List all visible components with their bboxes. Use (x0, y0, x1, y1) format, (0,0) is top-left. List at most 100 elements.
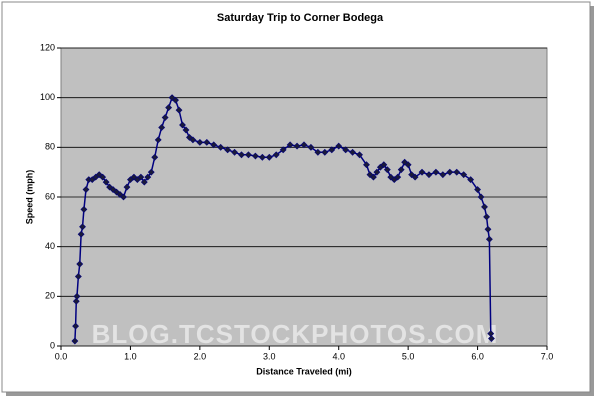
marker (474, 186, 481, 193)
watermark: BLOG.TCSTOCKPHOTOS.COM (92, 319, 499, 349)
marker (483, 213, 491, 221)
marker (258, 153, 266, 161)
marker (328, 146, 336, 154)
marker (286, 141, 294, 149)
marker (363, 161, 370, 169)
marker (397, 166, 405, 174)
marker (116, 191, 124, 198)
marker (210, 141, 218, 149)
marker (179, 121, 186, 129)
marker (106, 183, 114, 191)
marker (411, 173, 419, 181)
marker (446, 168, 454, 176)
marker (265, 153, 273, 161)
marker (383, 166, 391, 174)
marker (165, 104, 173, 112)
marker (481, 203, 488, 211)
marker (79, 223, 86, 231)
marker (137, 173, 145, 181)
y-tick-label: 20 (45, 291, 55, 301)
y-tick-label: 80 (45, 142, 55, 152)
marker (71, 337, 79, 345)
plot: 0 20 40 60 80 100 120 0.0 1.0 2.0 3.0 4.0 5.0 6.0 7.0 B… (40, 42, 553, 361)
marker (425, 171, 433, 179)
marker (147, 168, 155, 176)
marker (272, 151, 280, 159)
x-tick-label: 1.0 (124, 351, 137, 361)
x-tick-label: 4.0 (332, 351, 345, 361)
marker (158, 124, 166, 131)
marker (231, 148, 238, 156)
marker (95, 171, 103, 179)
marker (394, 173, 402, 181)
marker (123, 183, 131, 191)
marker (307, 143, 315, 151)
marker (279, 146, 287, 154)
marker (73, 292, 81, 300)
marker (373, 168, 381, 176)
marker (72, 297, 80, 305)
marker (189, 136, 197, 144)
marker (76, 260, 84, 268)
marker (245, 151, 252, 159)
marker (356, 151, 363, 159)
y-tick-label: 0 (50, 340, 55, 350)
marker (217, 143, 225, 151)
x-tick-label: 6.0 (471, 351, 484, 361)
marker (140, 178, 148, 186)
x-tick-label: 2.0 (194, 351, 207, 361)
marker (182, 126, 190, 134)
marker (224, 146, 232, 154)
x-axis-label: Distance Traveled (mi) (256, 366, 352, 376)
marker (484, 225, 492, 233)
marker (477, 193, 485, 201)
marker (186, 133, 193, 141)
marker (172, 96, 179, 104)
y-tick-label: 60 (45, 191, 55, 201)
marker (485, 235, 493, 243)
marker (293, 142, 301, 150)
marker (196, 138, 204, 146)
marker (314, 148, 322, 156)
marker (82, 186, 90, 193)
y-tick-label: 120 (40, 42, 55, 52)
marker (144, 173, 152, 181)
marker (370, 173, 377, 181)
marker (154, 136, 162, 144)
marker (467, 176, 475, 184)
marker (203, 138, 211, 146)
marker (251, 152, 259, 160)
marker (349, 148, 357, 156)
marker (380, 161, 388, 169)
x-tick-label: 7.0 (541, 351, 554, 361)
marker (151, 153, 159, 161)
marker (77, 230, 85, 238)
x-tick-label: 3.0 (263, 351, 276, 361)
marker (460, 171, 468, 179)
marker (418, 168, 426, 176)
marker (72, 322, 80, 330)
marker (488, 335, 495, 342)
marker (175, 106, 183, 114)
marker (335, 142, 343, 150)
marker (120, 193, 127, 201)
chart-title: Saturday Trip to Corner Bodega (217, 12, 384, 24)
marker (342, 146, 350, 154)
marker (404, 161, 412, 169)
marker (238, 151, 245, 159)
y-tick-label: 100 (40, 92, 55, 102)
marker (168, 94, 176, 102)
marker (161, 114, 169, 121)
x-tick-label: 5.0 (402, 351, 415, 361)
marker (300, 141, 308, 149)
y-tick-label: 40 (45, 241, 55, 251)
x-tick-label: 0.0 (55, 351, 68, 361)
y-axis-label: Speed (mph) (24, 170, 34, 225)
marker (102, 178, 110, 186)
marker (453, 168, 461, 176)
marker (432, 168, 440, 176)
marker (321, 148, 329, 156)
marker (99, 173, 107, 181)
marker (439, 171, 447, 179)
